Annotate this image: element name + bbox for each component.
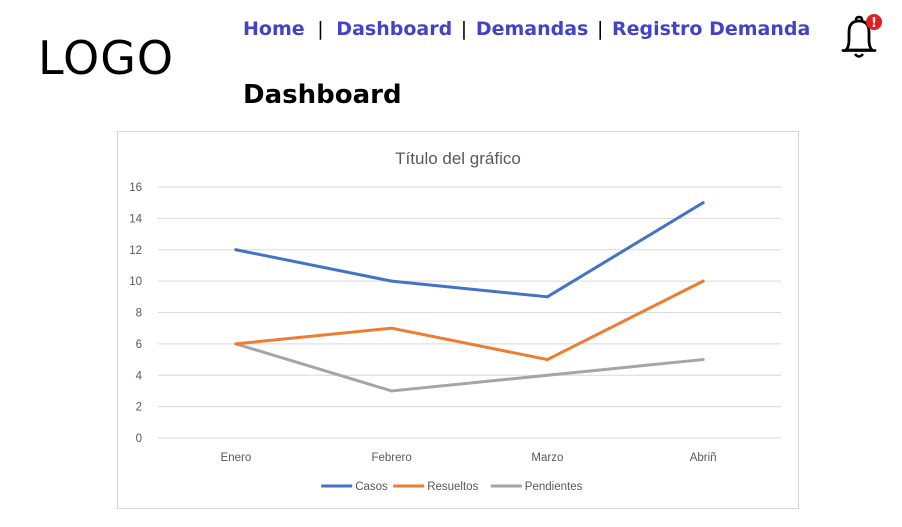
data-point-resueltos (545, 358, 549, 362)
nav-separator: | (597, 18, 604, 40)
series-line-casos (234, 201, 705, 299)
y-tick-label: 0 (136, 433, 142, 445)
y-tick-label: 12 (129, 245, 142, 257)
data-point-pendientes (545, 373, 549, 377)
series-line-pendientes (234, 342, 705, 393)
logo: LOGO (38, 31, 175, 85)
y-tick-label: 2 (136, 402, 142, 414)
nav-home-link[interactable]: Home (243, 18, 305, 40)
top-nav: Home | Dashboard | Demandas | Registro D… (243, 16, 810, 42)
y-tick-label: 6 (136, 339, 142, 351)
legend-item-pendientes: Pendientes (525, 481, 583, 493)
notifications-button[interactable]: ! (834, 12, 886, 64)
data-point-casos (545, 295, 549, 299)
data-point-casos (390, 279, 394, 283)
alert-badge-icon: ! (866, 14, 882, 31)
x-tick-label: Marzo (531, 452, 563, 464)
data-point-resueltos (701, 279, 705, 283)
alert-badge-text: ! (871, 16, 877, 31)
data-point-pendientes (390, 389, 394, 393)
line-chart: Título del gráfico 0 2 4 6 8 10 12 14 16 Enero Feb… (117, 131, 799, 509)
x-tick-label: Abriñ (690, 452, 717, 464)
nav-separator: | (317, 18, 324, 40)
data-point-casos (701, 201, 705, 205)
nav-separator: | (460, 18, 468, 40)
y-tick-label: 16 (129, 182, 142, 194)
data-point-resueltos (234, 342, 238, 346)
bell-icon: ! (841, 14, 882, 58)
x-tick-label: Febrero (371, 452, 411, 464)
chart-title: Título del gráfico (395, 149, 521, 168)
page-title: Dashboard (243, 80, 402, 110)
data-point-casos (234, 248, 238, 252)
nav-registro-demanda-link[interactable]: Registro Demanda (612, 18, 811, 40)
data-point-pendientes (701, 358, 705, 362)
x-tick-label: Enero (221, 452, 252, 464)
nav-demandas-link[interactable]: Demandas (475, 18, 589, 40)
legend-item-resueltos: Resueltos (427, 481, 478, 493)
y-tick-label: 10 (129, 276, 142, 288)
data-point-resueltos (390, 326, 394, 330)
nav-dashboard-link[interactable]: Dashboard (336, 18, 453, 40)
y-tick-label: 8 (136, 308, 142, 320)
y-tick-label: 14 (129, 213, 142, 225)
y-tick-label: 4 (136, 370, 143, 382)
series-line-resueltos (234, 279, 705, 362)
legend-item-casos: Casos (355, 481, 388, 493)
chart-canvas: Título del gráfico 0 2 4 6 8 10 12 14 16 Enero Feb… (129, 149, 781, 493)
